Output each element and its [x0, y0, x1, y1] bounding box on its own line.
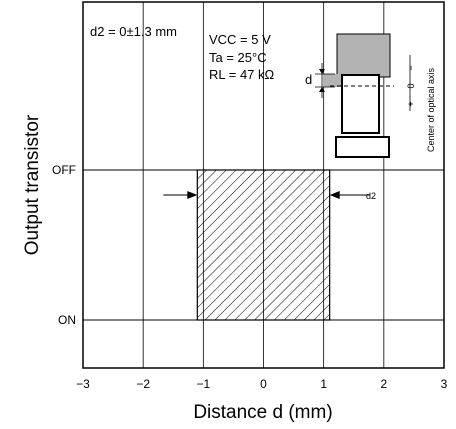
inset-d-arrow-up [319, 87, 325, 92]
inset-actuator-body [341, 74, 380, 134]
inset-slit-shade [323, 74, 345, 87]
rl-condition: RL = 47 kΩ [209, 67, 275, 82]
x-tick-label: −2 [136, 377, 150, 391]
inset-scale-plus: + [406, 101, 416, 106]
x-tick-label: −1 [196, 377, 210, 391]
inset-diagram: d − 0 + Center of optical axis [305, 33, 436, 158]
d2-marker-label: d2 [366, 191, 376, 201]
switching-band [196, 169, 331, 321]
y-state-on: ON [58, 313, 76, 327]
y-state-off: OFF [52, 163, 76, 177]
vcc-condition: VCC = 5 V [209, 32, 271, 47]
x-tick-label: −3 [76, 377, 90, 391]
inset-d-arrow-down [319, 69, 325, 74]
inset-scale-zero: 0 [406, 83, 416, 88]
x-tick-label: 1 [320, 377, 327, 391]
d2-left-arrowhead [187, 191, 198, 199]
inset-optical-axis-label: Center of optical axis [426, 67, 436, 152]
x-tick-label: 2 [380, 377, 387, 391]
inset-actuator-base [335, 136, 390, 158]
inset-scale-minus: − [406, 65, 416, 70]
d2-spec-note: d2 = 0±1.3 mm [90, 24, 177, 39]
y-axis-title: Output transistor [22, 114, 43, 255]
ta-condition: Ta = 25°C [209, 50, 267, 65]
inset-emitter-block [336, 33, 391, 78]
x-tick-label: 3 [441, 377, 448, 391]
d2-right-arrowhead [329, 191, 340, 199]
x-tick-label: 0 [260, 377, 267, 391]
x-axis-title: Distance d (mm) [193, 402, 332, 423]
x-tick-labels: −3 −2 −1 0 1 2 3 [76, 377, 448, 391]
inset-d-label: d [305, 72, 312, 87]
